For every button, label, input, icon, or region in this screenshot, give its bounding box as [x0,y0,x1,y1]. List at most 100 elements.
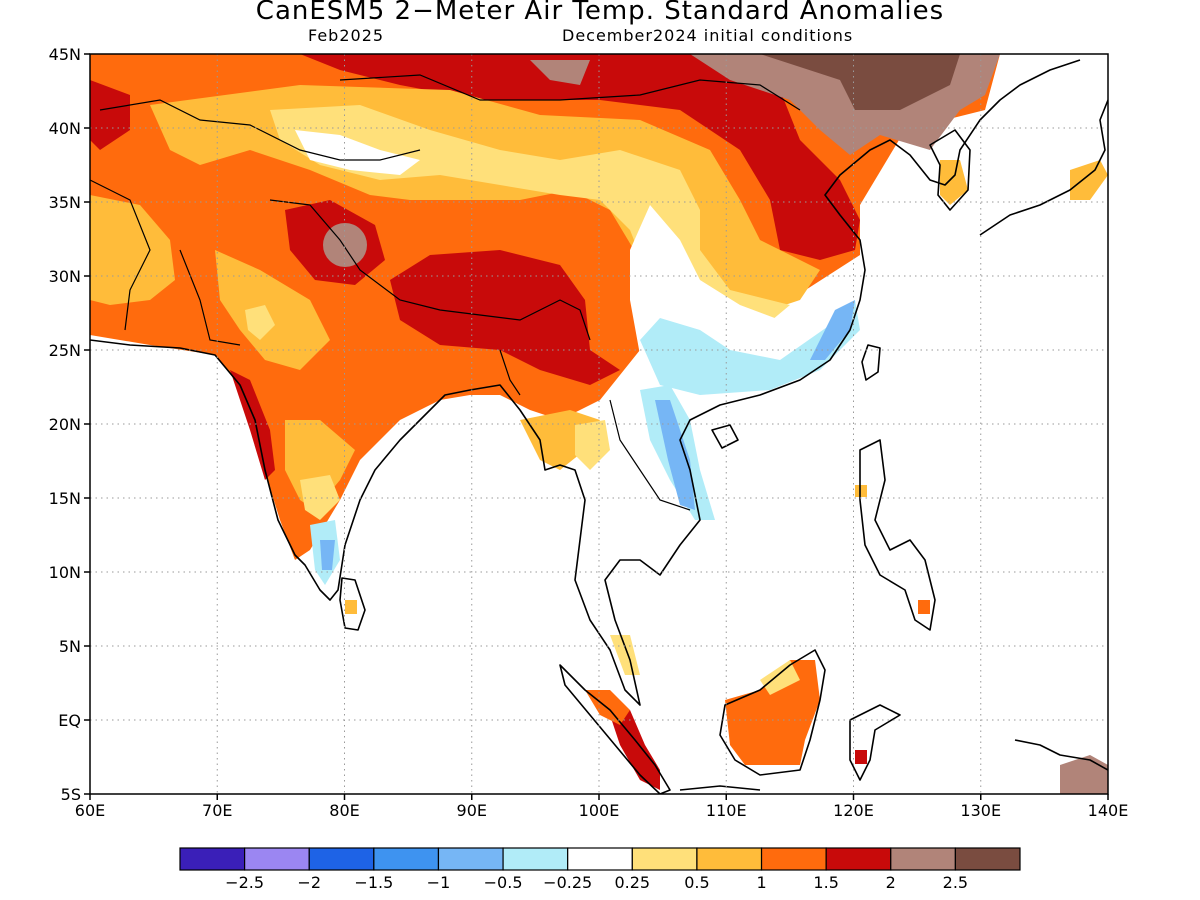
colorbar-swatch [954,847,1021,871]
colorbar-label: −2.5 [225,873,264,892]
anomaly-region-borneo [725,660,820,765]
coastline-hainan [711,424,739,449]
colorbar-swatch [696,847,763,871]
anomaly-region-korea [940,160,968,205]
anomaly-region-darkred-west [90,80,130,150]
lat-tick-label: EQ [58,711,81,730]
anomaly-region-malaya [610,635,640,675]
anomaly-region-borneo-yellow [760,660,800,695]
anomaly-region-blue-coast [810,300,855,360]
anomaly-region-luzon [855,485,867,497]
map-title: CanESM5 2−Meter Air Temp. Standard Anoma… [255,0,945,26]
border-himalaya [269,199,591,341]
valid-month: Feb2025 [308,26,385,45]
lat-tick-label: 5N [59,637,81,656]
colorbar-swatch [373,847,440,871]
coastline-taiwan [861,344,881,381]
anomaly-region-sumatra-red [610,710,660,790]
lat-tick-label: 10N [49,563,81,582]
border-indochina [609,399,691,511]
lon-tick-label: 80E [329,801,359,820]
coastline-java [679,785,761,791]
coastline-philippines [859,439,936,631]
colorbar-label: 0.25 [614,873,650,892]
lat-tick-label: 45N [49,45,81,64]
anomaly-region-srilanka [345,600,357,614]
coastline-mainland [90,59,1081,706]
lon-tick-label: 90E [457,801,487,820]
colorbar-label: 2.5 [943,873,968,892]
coastlines [90,59,1108,794]
lon-tick-label: 110E [706,801,747,820]
gridlines [90,54,1108,794]
anomaly-region-japan [1070,160,1108,200]
coastline-borneo [719,649,826,776]
border-central-asia [99,99,421,161]
colorbar-label: 2 [886,873,896,892]
country-borders [90,74,801,511]
anomaly-region-white-mongolia [295,130,420,175]
lat-tick-label: 20N [49,415,81,434]
border-mongolia [339,74,801,111]
colorbar-label: −0.5 [484,873,523,892]
anomaly-region-brown-nw [530,60,590,85]
lat-tick-label: 25N [49,341,81,360]
colorbar-swatch [502,847,569,871]
lon-tick-label: 120E [833,801,874,820]
colorbar-swatch [890,847,956,871]
lon-tick-label: 140E [1088,801,1129,820]
border-bangladesh [499,349,521,396]
anomaly-region-blue-india [320,540,335,570]
anomaly-region-sulawesi [855,750,867,764]
coastline-srilanka [339,577,366,631]
anomaly-region-lightblue-china [640,300,860,395]
lon-tick-label: 70E [202,801,232,820]
anomaly-region-darkred-tibet [390,250,620,385]
colorbar-swatch [437,847,504,871]
longitude-axis: 60E 70E 80E 90E 100E 110E 120E 130E 140E [75,794,1129,820]
colorbar-label: −1.5 [354,873,393,892]
anomaly-region-darkred-india [230,370,275,480]
colorbar-label: 0.5 [684,873,709,892]
colorbar-label: −1 [427,873,451,892]
colorbar: −2.5 −2 −1.5 −1 −0.5 −0.25 0.25 0.5 1 1.5 2 2.5 [179,847,1021,892]
lat-tick-label: 35N [49,193,81,212]
lat-tick-label: 5S [61,785,81,804]
anomaly-region-mindanao [918,600,930,614]
coastline-korea [929,129,971,211]
lat-tick-label: 30N [49,267,81,286]
coastline-newguinea [1014,739,1108,771]
latitude-axis: 45N 40N 35N 30N 25N 20N 15N 10N 5N EQ 5S [49,45,90,804]
coastline-sumatra [559,664,671,794]
anomaly-region-yellow-south [300,475,340,520]
border-pakistan [179,249,241,346]
anomaly-field [90,54,1108,794]
anomaly-region-darkred-north [300,54,860,260]
lat-tick-label: 15N [49,489,81,508]
colorbar-swatch [308,847,375,871]
lat-tick-label: 40N [49,119,81,138]
lon-tick-label: 60E [75,801,105,820]
init-conditions: December2024 initial conditions [562,26,854,45]
anomaly-region-newguinea [1060,755,1108,794]
colorbar-label: −2 [297,873,321,892]
colorbar-swatch [244,847,310,871]
colorbar-swatch [825,847,892,871]
lon-tick-label: 130E [960,801,1001,820]
anomaly-region-darkbrown-ne [760,54,960,110]
colorbar-swatch [760,847,827,871]
anomaly-region-yellow-india [245,305,275,340]
anomaly-region-lightorange-sw [90,195,175,305]
coastline-japan [979,99,1108,236]
colorbar-label: 1 [756,873,766,892]
colorbar-swatch [179,847,246,871]
anomaly-region-blue-vietnam [655,400,695,510]
colorbar-swatch [567,847,633,871]
colorbar-swatch [631,847,698,871]
border-iran [90,179,151,331]
lon-tick-label: 100E [579,801,620,820]
coastline-sulawesi [849,704,901,781]
anomaly-region-yellow-burma [575,420,610,470]
colorbar-label: 1.5 [813,873,838,892]
